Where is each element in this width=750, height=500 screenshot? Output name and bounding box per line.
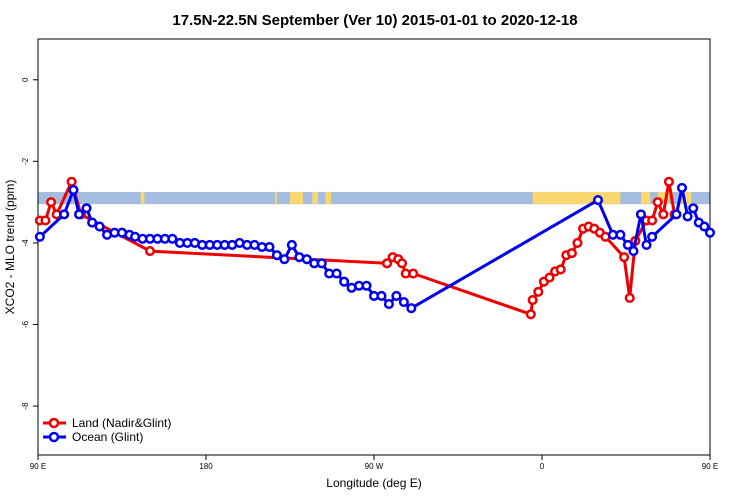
point-0-22 <box>572 237 583 248</box>
point-1-38 <box>331 268 342 279</box>
point-1-1 <box>59 209 70 220</box>
point-0-13 <box>525 309 536 320</box>
point-1-47 <box>398 297 409 308</box>
y-tick-label-3: -6 <box>21 320 30 328</box>
plot-frame <box>37 38 711 456</box>
point-1-62 <box>699 221 710 232</box>
land-segment-2 <box>290 191 304 205</box>
land-segment-1 <box>275 191 277 205</box>
y-tick-label-0: 0 <box>21 77 30 82</box>
point-1-44 <box>376 290 387 301</box>
point-0-33 <box>652 197 663 208</box>
point-1-58 <box>676 182 688 193</box>
y-tick-label-4: -8 <box>21 402 30 410</box>
point-1-6 <box>94 221 105 232</box>
point-1-49 <box>592 195 604 206</box>
point-1-56 <box>647 231 658 242</box>
point-0-15 <box>533 286 544 297</box>
legend-land-marker <box>48 417 60 429</box>
series-layer <box>34 176 716 320</box>
point-1-5 <box>87 217 98 228</box>
x-tick-label-2: 90 W <box>365 462 384 471</box>
point-1-4 <box>81 203 92 214</box>
point-1-48 <box>406 303 417 314</box>
point-1-34 <box>301 254 312 265</box>
y-tick-label-2: -4 <box>21 239 30 247</box>
x-axis-label: Longitude (deg E) <box>326 476 421 490</box>
x-axis: 90 E 180 90 W 0 90 E <box>30 455 718 471</box>
land-segment-4 <box>325 191 332 205</box>
point-1-55 <box>641 239 652 251</box>
point-0-19 <box>555 264 566 275</box>
legend-land-label: Land (Nadir&Glint) <box>72 416 171 430</box>
legend: Land (Nadir&Glint) Ocean (Glint) <box>43 416 171 444</box>
series-1 <box>34 182 716 314</box>
point-1-29 <box>264 241 275 253</box>
point-1-2 <box>68 184 79 195</box>
y-tick-label-1: -2 <box>21 157 30 165</box>
point-0-14 <box>527 294 538 306</box>
point-1-32 <box>286 239 297 251</box>
point-1-45 <box>383 299 394 310</box>
land-segment-3 <box>312 191 318 205</box>
x-tick-label-3: 0 <box>540 462 545 471</box>
point-1-52 <box>622 239 633 251</box>
point-1-59 <box>682 211 693 222</box>
x-tick-label-4: 90 E <box>702 462 718 471</box>
point-1-16 <box>167 233 178 244</box>
land-segment-6 <box>640 191 651 205</box>
point-0-35 <box>663 176 674 187</box>
point-0-12 <box>408 268 419 279</box>
point-0-6 <box>144 246 156 257</box>
point-1-54 <box>635 209 646 220</box>
point-1-57 <box>671 209 682 220</box>
point-1-53 <box>628 246 639 257</box>
point-0-28 <box>619 252 630 263</box>
x-tick-label-0: 90 E <box>30 462 46 471</box>
x-tick-label-1: 180 <box>199 462 213 471</box>
point-1-39 <box>339 276 350 287</box>
land-segment-0 <box>140 191 145 205</box>
legend-ocean-label: Ocean (Glint) <box>72 430 143 444</box>
point-0-34 <box>658 209 669 220</box>
point-1-36 <box>316 258 327 269</box>
point-1-63 <box>704 227 716 238</box>
point-0-4 <box>66 176 77 187</box>
chart-title: 17.5N-22.5N September (Ver 10) 2015-01-0… <box>172 12 577 29</box>
series-line-1 <box>38 186 712 310</box>
point-0-29 <box>624 292 635 304</box>
point-1-30 <box>271 250 282 261</box>
point-1-46 <box>391 290 402 301</box>
point-1-60 <box>688 203 699 214</box>
point-1-42 <box>361 280 372 291</box>
point-0-7 <box>382 258 393 269</box>
y-axis-label: XCO2 - MLO trend (ppm) <box>3 180 17 315</box>
point-1-51 <box>615 229 626 240</box>
land-segment-7 <box>657 191 669 205</box>
landmask-band <box>38 191 710 205</box>
point-0-21 <box>566 248 577 259</box>
legend-ocean-marker <box>48 431 60 443</box>
land-segment-8 <box>682 191 692 205</box>
y-axis: 0 -2 -4 -6 -8 <box>21 77 38 410</box>
point-0-10 <box>396 258 408 269</box>
point-1-31 <box>279 254 290 265</box>
point-1-3 <box>74 209 85 220</box>
point-0-32 <box>647 215 658 226</box>
point-0-1 <box>40 215 51 226</box>
point-0-17 <box>544 272 555 283</box>
land-segment-5 <box>532 191 621 205</box>
point-0-2 <box>46 197 57 208</box>
point-1-0 <box>34 231 45 242</box>
